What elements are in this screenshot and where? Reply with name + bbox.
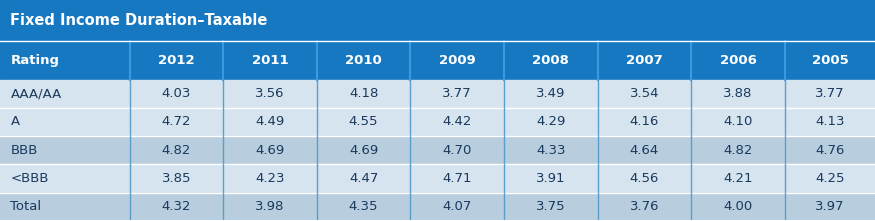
Bar — [0, 193, 875, 221]
Text: 4.82: 4.82 — [162, 144, 191, 157]
Bar — [0, 136, 875, 164]
Text: 4.25: 4.25 — [816, 172, 844, 185]
Text: 3.88: 3.88 — [724, 87, 752, 100]
Text: 2005: 2005 — [812, 54, 848, 67]
Text: 3.49: 3.49 — [536, 87, 565, 100]
Text: 4.29: 4.29 — [536, 116, 565, 128]
Text: 3.56: 3.56 — [255, 87, 284, 100]
Text: Fixed Income Duration–Taxable: Fixed Income Duration–Taxable — [10, 13, 268, 28]
Text: 3.54: 3.54 — [630, 87, 659, 100]
Text: 4.82: 4.82 — [724, 144, 752, 157]
Text: 3.76: 3.76 — [630, 200, 659, 213]
Text: 2006: 2006 — [719, 54, 757, 67]
Text: 4.55: 4.55 — [349, 116, 378, 128]
Text: 2012: 2012 — [158, 54, 194, 67]
Text: 4.49: 4.49 — [255, 116, 284, 128]
Bar — [0, 41, 875, 80]
Text: BBB: BBB — [10, 144, 38, 157]
Text: 4.23: 4.23 — [255, 172, 284, 185]
Text: Rating: Rating — [10, 54, 60, 67]
Text: 3.98: 3.98 — [255, 200, 284, 213]
Text: 2008: 2008 — [532, 54, 570, 67]
Text: 3.77: 3.77 — [816, 87, 844, 100]
Text: 4.42: 4.42 — [443, 116, 472, 128]
Text: 4.32: 4.32 — [162, 200, 191, 213]
Text: 2007: 2007 — [626, 54, 663, 67]
Text: 3.75: 3.75 — [536, 200, 565, 213]
Text: 4.56: 4.56 — [630, 172, 659, 185]
Text: 3.91: 3.91 — [536, 172, 565, 185]
Text: 4.69: 4.69 — [255, 144, 284, 157]
Text: 4.10: 4.10 — [724, 116, 752, 128]
Text: 4.03: 4.03 — [162, 87, 191, 100]
Text: AAA/AA: AAA/AA — [10, 87, 62, 100]
Text: 4.76: 4.76 — [816, 144, 844, 157]
Text: 4.07: 4.07 — [443, 200, 472, 213]
Text: 4.70: 4.70 — [443, 144, 472, 157]
Text: 2009: 2009 — [438, 54, 476, 67]
Text: 4.00: 4.00 — [724, 200, 752, 213]
Bar — [0, 108, 875, 136]
Text: 4.71: 4.71 — [443, 172, 472, 185]
Text: 2010: 2010 — [345, 54, 382, 67]
Text: 4.47: 4.47 — [349, 172, 378, 185]
Text: 4.21: 4.21 — [724, 172, 752, 185]
Text: 4.16: 4.16 — [630, 116, 659, 128]
Text: 4.18: 4.18 — [349, 87, 378, 100]
Text: 4.13: 4.13 — [816, 116, 844, 128]
Text: A: A — [10, 116, 19, 128]
Text: 3.97: 3.97 — [816, 200, 844, 213]
Text: <BBB: <BBB — [10, 172, 49, 185]
Text: 2011: 2011 — [252, 54, 288, 67]
Text: 4.72: 4.72 — [162, 116, 191, 128]
Text: 4.35: 4.35 — [349, 200, 378, 213]
Text: 3.85: 3.85 — [162, 172, 191, 185]
Text: 3.77: 3.77 — [443, 87, 472, 100]
Text: 4.64: 4.64 — [630, 144, 659, 157]
Text: 4.33: 4.33 — [536, 144, 565, 157]
Text: 4.69: 4.69 — [349, 144, 378, 157]
Bar — [0, 164, 875, 193]
Bar — [0, 0, 875, 41]
Bar — [0, 80, 875, 108]
Text: Total: Total — [10, 200, 42, 213]
